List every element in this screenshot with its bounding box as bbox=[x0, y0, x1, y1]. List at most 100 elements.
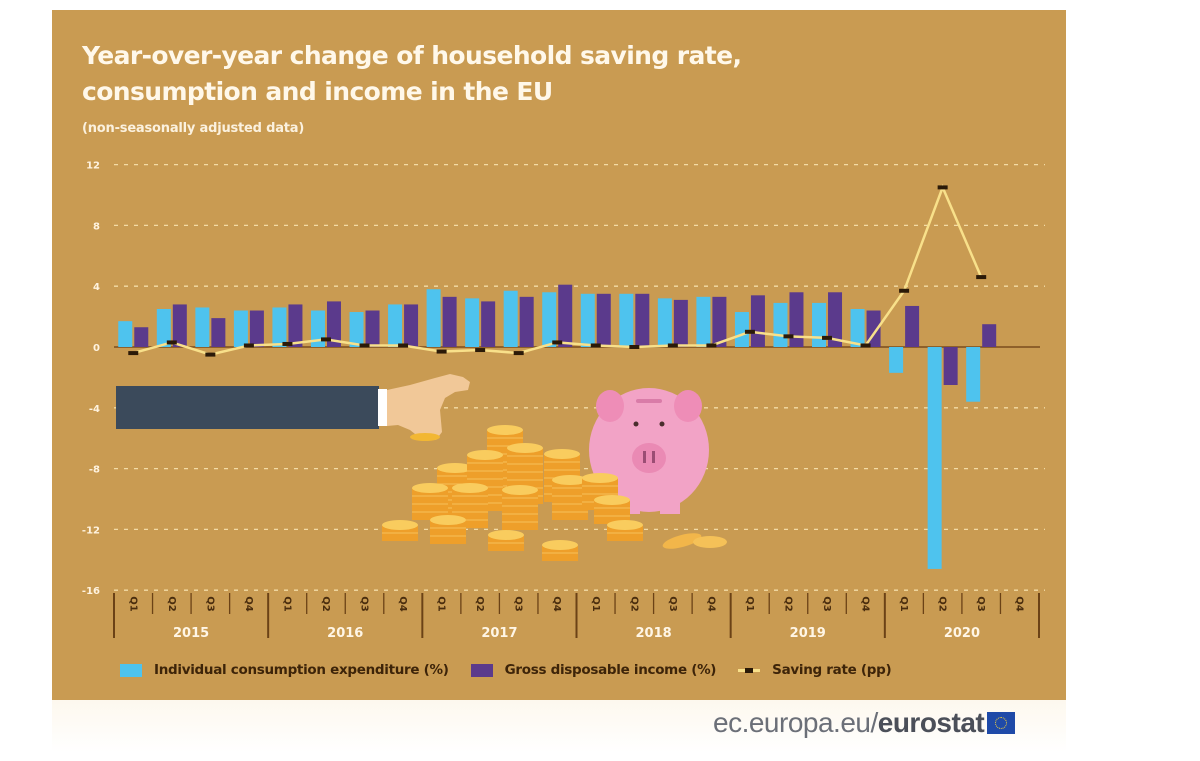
chart-subtitle: (non-seasonally adjusted data) bbox=[82, 121, 305, 136]
income-bar bbox=[365, 310, 380, 347]
income-bar bbox=[172, 304, 187, 347]
saving-rate-marker bbox=[937, 185, 948, 190]
saving-rate-marker bbox=[475, 348, 486, 353]
income-bar bbox=[635, 293, 650, 347]
consumption-bar bbox=[966, 347, 981, 402]
illustration bbox=[116, 374, 727, 561]
x-tick-label: Q3 bbox=[513, 596, 524, 612]
consumption-bar bbox=[812, 302, 827, 347]
saving-rate-marker bbox=[629, 345, 640, 349]
coin-stack-icon bbox=[412, 483, 448, 520]
saving-rate-marker bbox=[205, 352, 216, 357]
income-bar bbox=[596, 293, 611, 347]
legend-item-income: Gross disposable income (%) bbox=[470, 662, 717, 678]
coin-stack-icon bbox=[452, 483, 488, 528]
y-tick-label: 0 bbox=[93, 343, 100, 354]
coin-stack-icon bbox=[607, 520, 643, 541]
legend-label-saving: Saving rate (pp) bbox=[772, 662, 892, 678]
income-bar bbox=[789, 292, 804, 347]
income-bar bbox=[481, 301, 496, 347]
x-tick-label: Q2 bbox=[628, 596, 639, 612]
saving-rate-marker bbox=[166, 340, 177, 345]
x-tick-label: Q1 bbox=[281, 596, 292, 612]
y-tick-label: -16 bbox=[82, 586, 100, 597]
consumption-bar bbox=[272, 307, 287, 347]
legend-item-consumption: Individual consumption expenditure (%) bbox=[120, 662, 449, 678]
title-line-2: consumption and income in the EU bbox=[82, 77, 553, 106]
hand-icon bbox=[387, 374, 470, 440]
coin-stack-icon bbox=[382, 520, 418, 541]
chart-title: Year-over-year change of household savin… bbox=[82, 38, 742, 110]
saving-rate-marker bbox=[744, 329, 755, 334]
footer-band bbox=[52, 700, 1066, 752]
x-tick-label: Q4 bbox=[551, 596, 562, 612]
x-tick-label: Q3 bbox=[204, 596, 215, 612]
x-tick-label: Q4 bbox=[1014, 596, 1025, 612]
x-tick-label: Q1 bbox=[436, 596, 447, 612]
saving-rate-marker bbox=[282, 341, 293, 346]
saving-rate-marker bbox=[860, 343, 871, 348]
consumption-bar bbox=[773, 302, 788, 347]
y-tick-label: 8 bbox=[93, 221, 100, 232]
consumption-bar bbox=[927, 347, 942, 569]
income-bar bbox=[750, 295, 765, 347]
consumption-bar bbox=[465, 298, 480, 347]
source-link[interactable]: ec.europa.eu/eurostat bbox=[713, 707, 1016, 739]
x-tick-label: Q3 bbox=[359, 596, 370, 612]
x-tick-label: Q1 bbox=[898, 596, 909, 612]
saving-rate-marker bbox=[243, 343, 254, 348]
x-tick-label: Q2 bbox=[320, 596, 331, 612]
income-bar bbox=[404, 304, 419, 347]
legend: Individual consumption expenditure (%) G… bbox=[120, 662, 913, 678]
consumption-bar bbox=[388, 304, 403, 347]
bars bbox=[118, 284, 997, 569]
saving-rate-marker bbox=[899, 288, 910, 293]
x-tick-label: Q2 bbox=[782, 596, 793, 612]
year-label: 2017 bbox=[481, 626, 517, 641]
x-tick-label: Q2 bbox=[937, 596, 948, 612]
x-tick-label: Q1 bbox=[744, 596, 755, 612]
income-bar bbox=[326, 301, 341, 347]
y-tick-label: -12 bbox=[82, 525, 100, 536]
x-tick-label: Q4 bbox=[397, 596, 408, 612]
y-tick-label: -4 bbox=[89, 404, 100, 415]
saving-rate-marker bbox=[706, 343, 717, 348]
saving-rate-marker bbox=[320, 337, 331, 342]
y-axis-labels: 12 8 4 0 -4 -8 -12 -16 bbox=[82, 161, 100, 598]
consumption-bar bbox=[426, 289, 441, 347]
consumption-bar bbox=[503, 290, 518, 347]
saving-rate-marker bbox=[783, 334, 794, 339]
y-tick-label: 12 bbox=[86, 161, 100, 172]
shirt-cuff-illustration bbox=[378, 389, 387, 426]
sleeve-illustration bbox=[116, 386, 379, 429]
income-bar bbox=[943, 347, 958, 385]
loose-coins-icon bbox=[662, 533, 727, 549]
income-bar bbox=[712, 296, 727, 347]
title-line-1: Year-over-year change of household savin… bbox=[82, 41, 742, 70]
income-bar bbox=[982, 324, 997, 347]
consumption-bar bbox=[657, 298, 672, 347]
consumption-bar bbox=[734, 312, 749, 347]
consumption-swatch bbox=[120, 663, 142, 677]
saving-rate-marker bbox=[128, 351, 139, 356]
consumption-bar bbox=[195, 307, 210, 347]
income-bar bbox=[673, 299, 688, 347]
income-bar bbox=[249, 310, 264, 347]
year-label: 2018 bbox=[635, 626, 671, 641]
legend-label-income: Gross disposable income (%) bbox=[504, 662, 717, 678]
saving-rate-marker bbox=[398, 343, 409, 348]
consumption-bar bbox=[619, 293, 634, 347]
income-bar bbox=[558, 284, 573, 347]
income-swatch bbox=[470, 663, 493, 677]
saving-rate-marker bbox=[667, 343, 678, 348]
consumption-bar bbox=[580, 293, 595, 347]
income-bar bbox=[211, 318, 226, 347]
coin-stack-icon bbox=[502, 485, 538, 530]
x-tick-label: Q1 bbox=[127, 596, 138, 612]
consumption-bar bbox=[850, 309, 865, 347]
saving-rate-marker bbox=[513, 351, 524, 356]
consumption-bar bbox=[118, 321, 133, 347]
x-tick-label: Q3 bbox=[975, 596, 986, 612]
coin-stack-icon bbox=[488, 530, 524, 551]
consumption-bar bbox=[349, 312, 364, 347]
